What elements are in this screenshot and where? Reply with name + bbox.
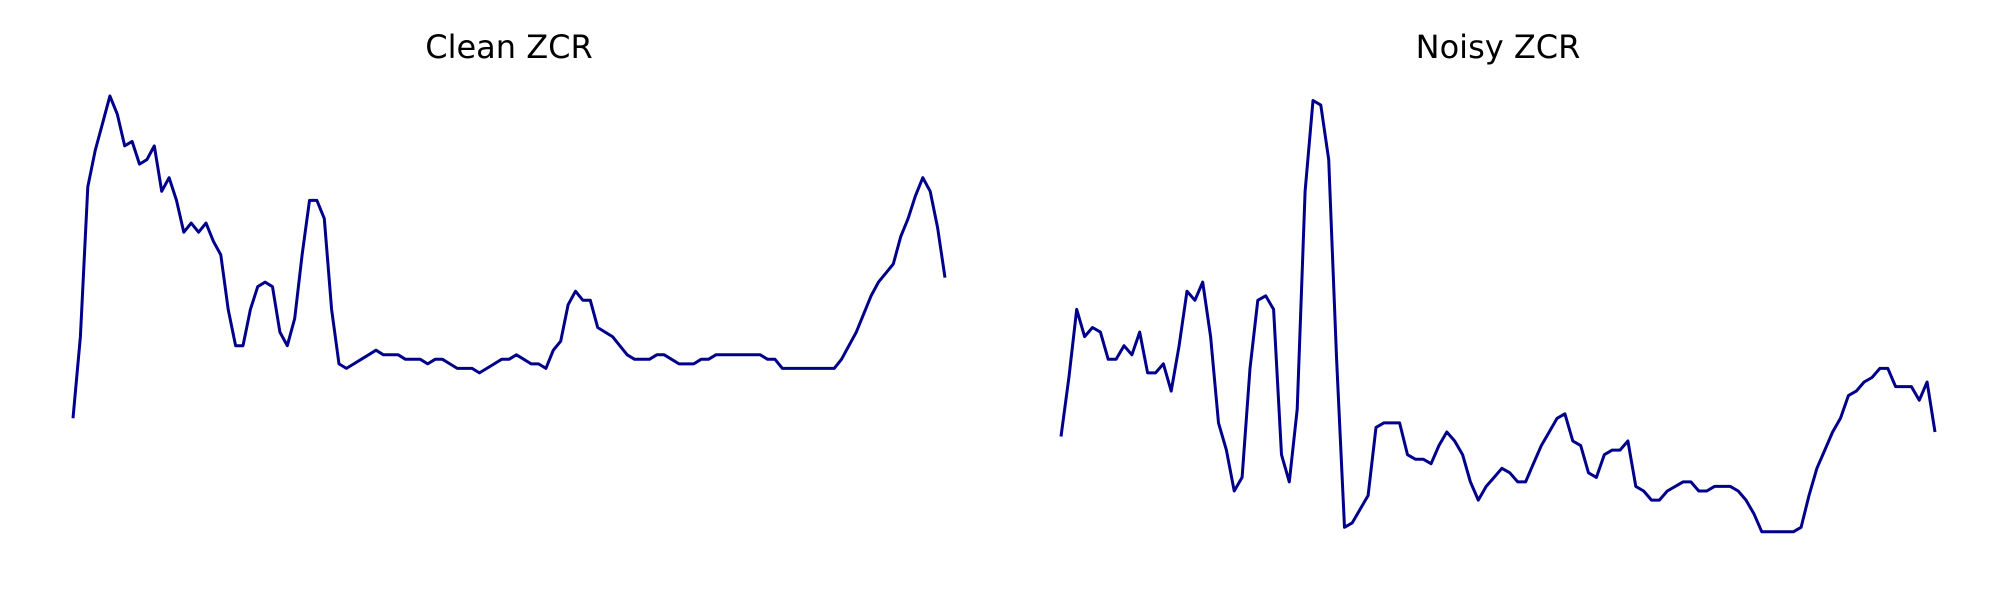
noisy-zcr-panel: Noisy ZCR bbox=[1059, 28, 1937, 534]
noisy-zcr-series-line bbox=[1059, 99, 1937, 534]
noisy-zcr-title: Noisy ZCR bbox=[1416, 28, 1581, 66]
clean-zcr-series-line bbox=[71, 94, 947, 419]
clean-zcr-panel: Clean ZCR bbox=[71, 28, 947, 419]
clean-zcr-title: Clean ZCR bbox=[425, 28, 592, 66]
